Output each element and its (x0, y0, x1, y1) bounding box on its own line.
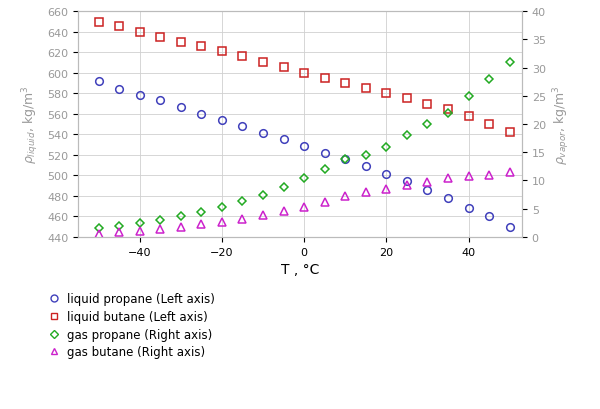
X-axis label: T , °C: T , °C (281, 263, 319, 276)
Y-axis label: $\rho_{vapor}$, kg/m$^3$: $\rho_{vapor}$, kg/m$^3$ (551, 85, 572, 164)
Legend: liquid propane (Left axis), liquid butane (Left axis), gas propane (Right axis),: liquid propane (Left axis), liquid butan… (49, 292, 215, 359)
Y-axis label: $\rho_{liquid}$, kg/m$^3$: $\rho_{liquid}$, kg/m$^3$ (21, 85, 41, 164)
